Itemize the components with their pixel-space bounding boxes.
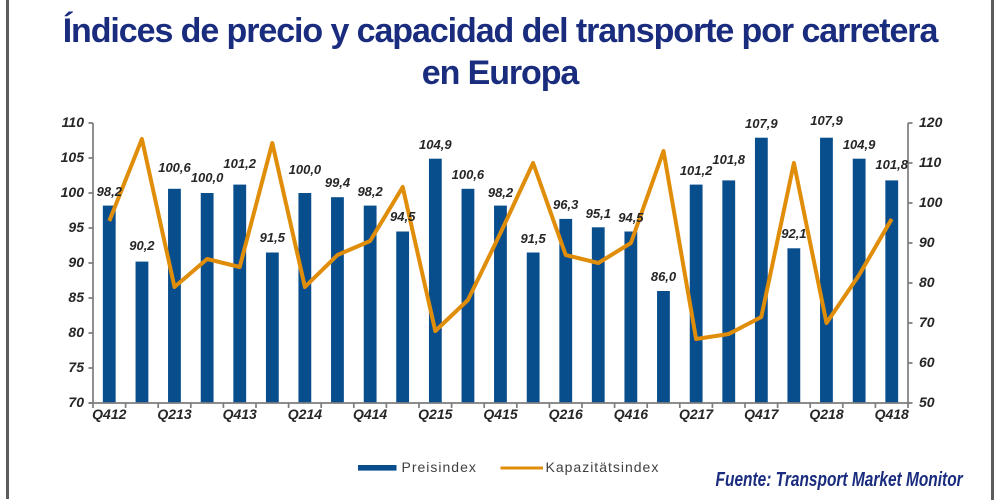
- svg-text:98,2: 98,2: [357, 184, 383, 199]
- svg-text:Q414: Q414: [353, 406, 387, 422]
- svg-text:100,6: 100,6: [452, 167, 485, 182]
- svg-text:Q415: Q415: [483, 406, 517, 422]
- svg-text:90: 90: [68, 254, 84, 270]
- svg-text:Kapazitätsindex: Kapazitätsindex: [546, 459, 660, 475]
- svg-text:60: 60: [919, 354, 935, 370]
- svg-text:100: 100: [919, 194, 943, 210]
- svg-text:100,6: 100,6: [158, 160, 191, 175]
- svg-text:80: 80: [919, 274, 935, 290]
- svg-text:Q213: Q213: [157, 406, 191, 422]
- svg-text:86,0: 86,0: [651, 269, 677, 284]
- svg-text:70: 70: [919, 314, 935, 330]
- svg-text:Q214: Q214: [288, 406, 322, 422]
- svg-text:Q216: Q216: [549, 406, 583, 422]
- svg-text:91,5: 91,5: [260, 230, 286, 245]
- svg-text:110: 110: [62, 114, 85, 130]
- svg-text:100,0: 100,0: [191, 170, 224, 185]
- svg-text:110: 110: [919, 154, 942, 170]
- svg-text:104,9: 104,9: [843, 137, 876, 152]
- svg-text:100,0: 100,0: [289, 162, 322, 177]
- svg-text:101,2: 101,2: [223, 156, 256, 171]
- svg-text:70: 70: [68, 394, 84, 410]
- svg-text:101,2: 101,2: [680, 163, 713, 178]
- svg-text:Q217: Q217: [679, 406, 714, 422]
- svg-text:100: 100: [61, 184, 85, 200]
- svg-text:Q418: Q418: [875, 406, 909, 422]
- svg-text:120: 120: [919, 114, 943, 130]
- svg-text:101,8: 101,8: [875, 157, 908, 172]
- svg-text:50: 50: [919, 394, 935, 410]
- svg-text:92,1: 92,1: [781, 226, 806, 241]
- svg-text:95: 95: [68, 219, 84, 235]
- svg-text:99,4: 99,4: [325, 175, 351, 190]
- svg-text:98,2: 98,2: [97, 184, 123, 199]
- svg-text:104,9: 104,9: [419, 137, 452, 152]
- svg-text:95,1: 95,1: [586, 206, 611, 221]
- svg-text:105: 105: [61, 149, 85, 165]
- svg-text:85: 85: [68, 289, 84, 305]
- svg-text:101,8: 101,8: [712, 152, 745, 167]
- svg-text:94,5: 94,5: [618, 210, 644, 225]
- svg-text:Preisindex: Preisindex: [402, 459, 477, 475]
- svg-text:90,2: 90,2: [129, 238, 155, 253]
- svg-text:91,5: 91,5: [520, 231, 546, 246]
- svg-text:96,3: 96,3: [553, 197, 579, 212]
- svg-text:Q218: Q218: [809, 406, 843, 422]
- svg-text:98,2: 98,2: [488, 185, 514, 200]
- svg-text:Q417: Q417: [744, 406, 779, 422]
- svg-text:Q215: Q215: [418, 406, 452, 422]
- svg-text:90: 90: [919, 234, 935, 250]
- svg-text:75: 75: [68, 359, 84, 375]
- svg-text:107,9: 107,9: [810, 113, 843, 128]
- svg-text:94,5: 94,5: [390, 209, 416, 224]
- svg-text:80: 80: [68, 324, 84, 340]
- svg-text:Q413: Q413: [223, 406, 257, 422]
- svg-text:Q412: Q412: [92, 406, 126, 422]
- svg-text:107,9: 107,9: [745, 116, 778, 131]
- svg-text:Q416: Q416: [614, 406, 648, 422]
